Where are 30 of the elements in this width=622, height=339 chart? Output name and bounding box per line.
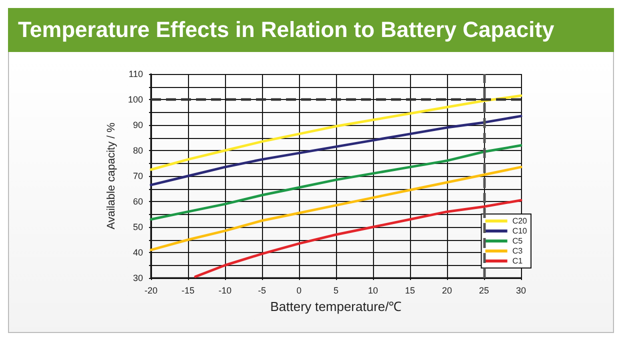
legend-label: C20 [512, 216, 528, 226]
y-tick-label: 50 [132, 222, 143, 232]
y-tick-label: 40 [132, 248, 143, 258]
chart-title: Temperature Effects in Relation to Battery Capacity [8, 8, 614, 52]
x-tick-label: 30 [516, 286, 526, 296]
y-axis-title: Available capacity / % [106, 122, 118, 230]
x-tick-label: -20 [144, 286, 158, 296]
x-tick-label: -10 [218, 286, 232, 296]
legend-label: C3 [512, 246, 524, 256]
x-axis-title: Battery temperature/℃ [270, 299, 402, 314]
x-tick-label: -15 [181, 286, 195, 296]
y-tick-label: 70 [132, 171, 143, 181]
legend-label: C10 [512, 226, 528, 236]
line-series [150, 94, 522, 171]
y-tick-label: 80 [132, 146, 143, 156]
y-tick-label: 110 [128, 69, 143, 79]
y-tick-label: 30 [132, 273, 143, 283]
legend-label: C5 [512, 236, 524, 246]
x-tick-label: 15 [404, 286, 416, 296]
line-series [150, 114, 522, 186]
legend-label: C1 [512, 256, 524, 266]
x-tick-label: 25 [478, 286, 490, 296]
x-tick-label: 5 [333, 286, 339, 296]
y-tick-label: 90 [132, 120, 143, 130]
y-tick-label: 60 [132, 196, 143, 206]
x-tick-label: 20 [442, 286, 452, 296]
x-tick-label: -5 [258, 286, 266, 296]
x-tick-label: 10 [368, 286, 378, 296]
x-tick-label: 0 [296, 286, 302, 296]
y-tick-label: 100 [128, 94, 143, 104]
